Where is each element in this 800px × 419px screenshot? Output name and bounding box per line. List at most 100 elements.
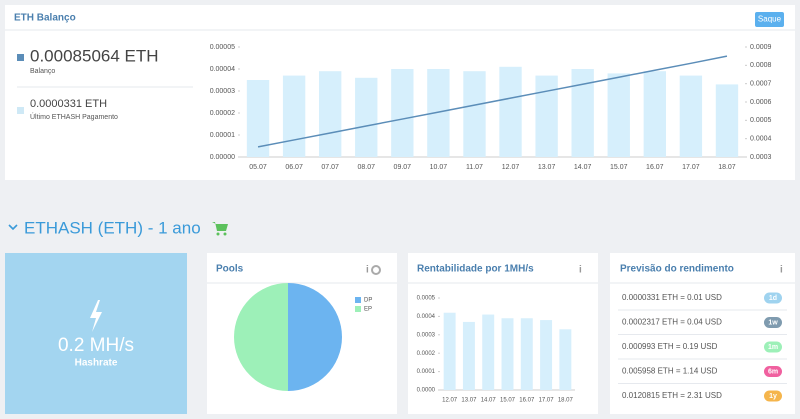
x-tick-label: 16.07 [646,164,664,171]
x-tick-label: 17.07 [682,164,700,171]
bar [318,71,342,157]
forecast-text: 0.000993 ETH = 0.19 USD [622,342,718,351]
x-tick-label: 10.07 [430,164,448,171]
x-tick-label: 14.07 [481,398,497,404]
badge-label: 1m [768,344,778,351]
bolt-icon [90,300,102,332]
x-tick-label: 06.07 [285,164,303,171]
payment-label: Último ETHASH Pagamento [30,112,118,121]
legend-label: DP [364,298,372,304]
badge [764,292,782,304]
info-icon[interactable]: i [579,265,582,276]
badge [764,341,782,353]
y-tick-label: 0.00000 [210,154,235,161]
bar [391,69,414,157]
hashrate-card [5,253,187,414]
line [257,55,728,148]
pie-slice [234,283,288,391]
info-icon[interactable]: i [366,265,369,276]
x-tick-label: 17.07 [539,398,555,404]
x-tick-label: 13.07 [461,398,477,404]
balance-label: Balanço [30,68,55,75]
section-title: ETHASH (ETH) - 1 ano [24,218,201,237]
pie-slice [288,283,342,391]
hashrate-label: Hashrate [75,358,118,369]
forecast-text: 0.005958 ETH = 1.14 USD [622,367,718,376]
x-tick-label: 12.07 [502,164,520,171]
y-tick-label: 0.00004 [210,66,235,73]
panel-title: ETH Balanço [14,13,76,24]
x-tick-label: 14.07 [574,164,592,171]
y-tick-label: 0.00005 [210,44,235,51]
y-tick-label: 0.0003 [417,332,436,338]
x-tick-label: 15.07 [500,398,516,404]
forecast-text: 0.0002317 ETH = 0.04 USD [622,318,722,327]
cart-wheel [223,232,227,236]
forecast-card [610,253,795,414]
y-tick-label: 0.0002 [417,351,436,357]
legend-swatch [355,306,361,312]
bar [427,69,450,157]
bar [559,329,572,390]
hashrate-value: 0.2 MH/s [58,335,134,356]
x-tick-label: 07.07 [321,164,339,171]
badge [764,366,782,377]
x-tick-label: 16.07 [519,398,535,404]
x-tick-label: 15.07 [610,164,628,171]
badge-label: 1d [769,295,777,302]
cart-wheel [216,232,220,236]
bar [679,75,703,157]
badge [764,317,782,328]
y2-tick-label: 0.0007 [750,81,772,88]
x-tick-label: 18.07 [558,398,574,404]
collapse-icon[interactable] [8,224,18,231]
x-tick-label: 05.07 [249,164,267,171]
bar [520,318,533,390]
card-title: Pools [216,264,244,275]
bar [499,66,522,157]
y-tick-label: 0.0004 [417,314,436,320]
bar [443,312,456,390]
bar [501,318,514,390]
card-title: Previsão do rendimento [620,264,734,275]
bar [540,320,553,390]
balance-amount: 0.00085064 ETH [30,46,159,65]
bar [246,80,270,157]
y2-tick-label: 0.0003 [750,154,772,161]
withdraw-button-label[interactable]: Saque [758,15,782,24]
x-tick-label: 18.07 [718,164,736,171]
bar [571,69,594,157]
x-tick-label: 09.07 [394,164,412,171]
x-tick-label: 11.07 [466,164,483,171]
y-tick-label: 0.00002 [210,110,235,117]
card-title: Rentabilidade por 1MH/s [417,264,534,275]
bar [715,84,739,157]
bar [463,71,486,157]
legend-label: EP [364,307,372,313]
legend-swatch [355,297,361,303]
legend-swatch [17,54,24,61]
bar [462,321,475,390]
bar [482,314,495,390]
badge-label: 1y [769,393,777,400]
badge-label: 6m [768,368,778,375]
withdraw-button[interactable] [755,12,784,27]
bar [643,71,667,157]
y2-tick-label: 0.0009 [750,44,772,51]
y2-tick-label: 0.0006 [750,99,772,106]
y2-tick-label: 0.0008 [750,62,772,69]
y-tick-label: 0.0000 [417,388,436,394]
y2-tick-label: 0.0004 [750,136,772,143]
cart-body [212,222,228,231]
bar [282,75,306,157]
badge-label: 1w [768,319,778,326]
y-tick-label: 0.00001 [210,132,235,139]
bar [535,75,558,157]
settings-icon[interactable] [371,265,381,275]
y-tick-label: 0.00003 [210,88,235,95]
info-icon[interactable]: i [780,265,783,276]
forecast-text: 0.0120815 ETH = 2.31 USD [622,391,722,400]
x-tick-label: 08.07 [357,164,375,171]
bar [607,73,630,157]
